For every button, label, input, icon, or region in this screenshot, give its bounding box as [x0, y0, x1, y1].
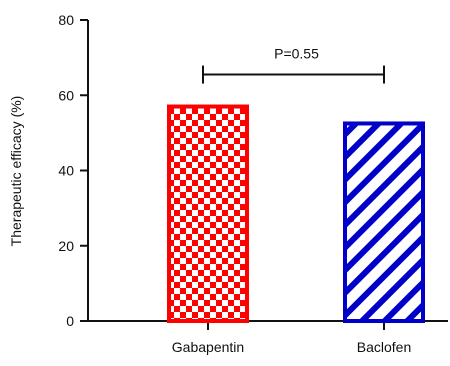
p-value-label: P=0.55: [274, 46, 319, 62]
y-tick-label: 80: [58, 12, 74, 28]
x-ticks: Gabapentin Baclofen: [172, 321, 411, 355]
y-tick-label: 20: [58, 238, 74, 254]
y-axis: 0 20 40 60 80: [58, 12, 89, 329]
x-tick-label: Baclofen: [357, 339, 411, 355]
significance-annotation: P=0.55: [202, 46, 385, 84]
x-tick-label: Gabapentin: [172, 339, 244, 355]
y-ticks: 0 20 40 60 80: [58, 12, 88, 329]
y-tick-label: 40: [58, 163, 74, 179]
bar-baclofen: [343, 121, 425, 323]
y-axis-label: Therapeutic efficacy (%): [8, 96, 24, 247]
bar-gabapentin: [167, 104, 249, 323]
y-tick-label: 0: [66, 313, 74, 329]
bars: [167, 104, 425, 323]
x-axis: Gabapentin Baclofen: [87, 320, 448, 355]
y-tick-label: 60: [58, 87, 74, 103]
